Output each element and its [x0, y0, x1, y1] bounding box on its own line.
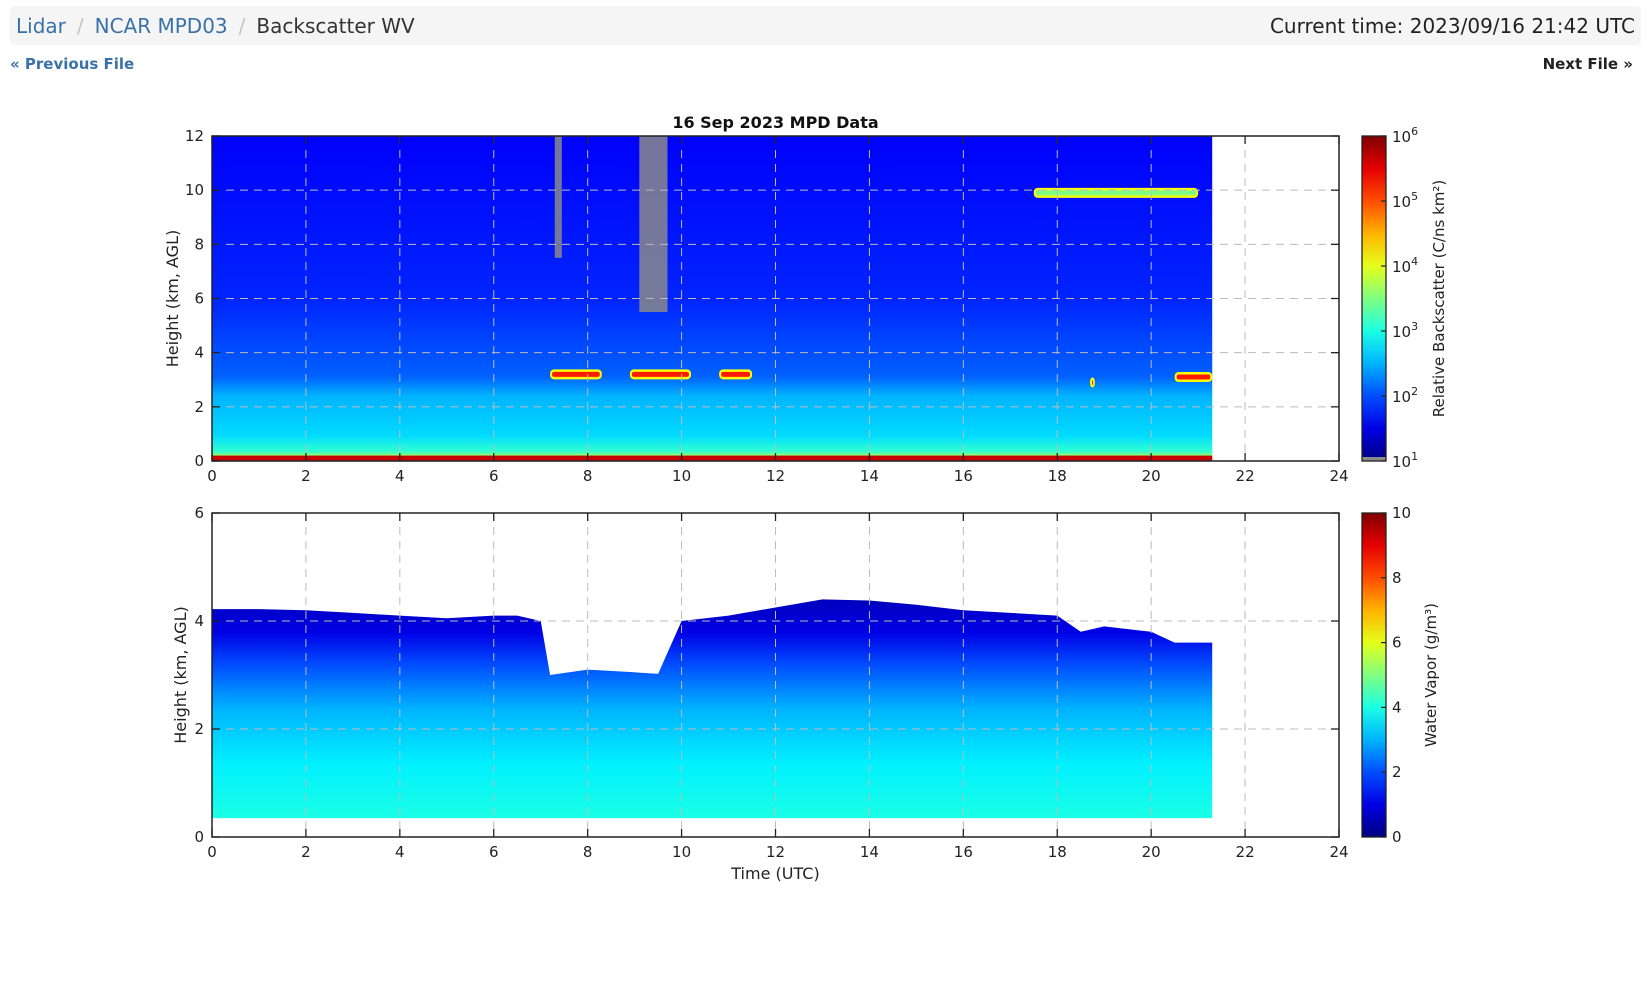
y-tick-label: 12: [185, 127, 204, 145]
x-tick-label: 10: [672, 843, 691, 861]
y-tick-label: 4: [194, 344, 204, 362]
colorbar-scale: [1362, 136, 1386, 461]
x-tick-label: 0: [207, 843, 217, 861]
x-tick-label: 22: [1236, 843, 1255, 861]
cloud-core: [721, 371, 751, 377]
cloud-core: [1092, 379, 1094, 385]
x-tick-label: 8: [583, 843, 593, 861]
x-tick-label: 14: [860, 467, 879, 485]
next-file-link[interactable]: Next File »: [1542, 55, 1633, 73]
y-axis-label: Height (km, AGL): [163, 230, 182, 367]
colorbar-tick-label: 105: [1392, 190, 1418, 211]
surface-layer: [212, 455, 1213, 461]
x-tick-label: 24: [1329, 467, 1348, 485]
breadcrumb: Lidar / NCAR MPD03 / Backscatter WV Curr…: [10, 6, 1641, 45]
x-tick-label: 4: [395, 467, 405, 485]
water-vapor-heatmap: [212, 599, 1213, 819]
colorbar-label: Relative Backscatter (C/ns km²): [1430, 180, 1448, 418]
cloud-core: [631, 371, 689, 377]
masked-region: [639, 136, 668, 313]
x-tick-label: 24: [1329, 843, 1348, 861]
breadcrumb-separator: /: [76, 13, 84, 38]
x-axis-label: Time (UTC): [730, 864, 819, 883]
colorbar-tick-label: 102: [1392, 385, 1418, 406]
colorbar-tick-label: 4: [1392, 698, 1402, 716]
y-tick-label: 10: [185, 181, 204, 199]
x-tick-label: 18: [1048, 843, 1067, 861]
colorbar-frame: [1361, 512, 1387, 838]
cloud-core: [552, 371, 600, 377]
x-tick-label: 0: [207, 467, 217, 485]
x-tick-label: 20: [1142, 467, 1161, 485]
colorbar-tick-label: 8: [1392, 569, 1402, 587]
y-tick-label: 4: [194, 612, 204, 630]
x-tick-label: 4: [395, 843, 405, 861]
x-tick-label: 18: [1048, 467, 1067, 485]
breadcrumb-separator: /: [238, 13, 246, 38]
colorbar-scale: [1362, 513, 1386, 837]
breadcrumb-link-lidar[interactable]: Lidar: [16, 13, 66, 38]
x-tick-label: 22: [1236, 467, 1255, 485]
colorbar-tick-label: 104: [1392, 255, 1418, 276]
colorbar: 0 2 4 6 8 10 Water Vapor (g/m³): [1361, 504, 1440, 846]
x-tick-label: 14: [860, 843, 879, 861]
cirrus-core: [1035, 190, 1197, 196]
x-tick-label: 10: [672, 467, 691, 485]
x-tick-label: 12: [766, 467, 785, 485]
colorbar-frame: [1361, 135, 1387, 462]
colorbar-tick-label: 101: [1392, 450, 1418, 471]
colorbar-tick-label: 2: [1392, 763, 1402, 781]
x-tick-label: 20: [1142, 843, 1161, 861]
y-tick-label: 6: [194, 290, 204, 308]
breadcrumb-link-ncar-mpd03[interactable]: NCAR MPD03: [94, 13, 228, 38]
chart-title: 16 Sep 2023 MPD Data: [672, 113, 878, 132]
x-tick-label: 2: [301, 843, 311, 861]
x-tick-label: 6: [489, 467, 499, 485]
y-tick-label: 0: [194, 828, 204, 846]
colorbar-label: Water Vapor (g/m³): [1422, 603, 1440, 747]
colorbar-tick-label: 103: [1392, 320, 1418, 341]
colorbar-tick-label: 6: [1392, 634, 1402, 652]
colorbar-tick-label: 10: [1392, 504, 1411, 522]
masked-region: [554, 136, 562, 258]
colorbar: 101 102 103 104 105 106 Relative Backscatter (…: [1361, 125, 1448, 471]
y-tick-label: 6: [194, 504, 204, 522]
x-tick-label: 2: [301, 467, 311, 485]
colorbar-tick-label: 106: [1392, 125, 1418, 146]
x-tick-label: 12: [766, 843, 785, 861]
previous-file-link[interactable]: « Previous File: [10, 55, 135, 73]
colorbar-masked-swatch: [1362, 457, 1386, 461]
cloud-core: [1176, 374, 1211, 380]
x-tick-label: 16: [954, 467, 973, 485]
colorbar-tick-label: 0: [1392, 828, 1402, 846]
y-tick-label: 0: [194, 452, 204, 470]
backscatter-heatmap: [212, 136, 1213, 461]
x-tick-label: 16: [954, 843, 973, 861]
y-axis-label: Height (km, AGL): [171, 606, 190, 743]
x-tick-label: 6: [489, 843, 499, 861]
y-tick-label: 8: [194, 235, 204, 253]
current-time: Current time: 2023/09/16 21:42 UTC: [1269, 13, 1635, 38]
breadcrumb-current: Backscatter WV: [256, 13, 415, 38]
y-tick-label: 2: [194, 720, 204, 738]
y-tick-label: 2: [194, 398, 204, 416]
x-tick-label: 8: [583, 467, 593, 485]
